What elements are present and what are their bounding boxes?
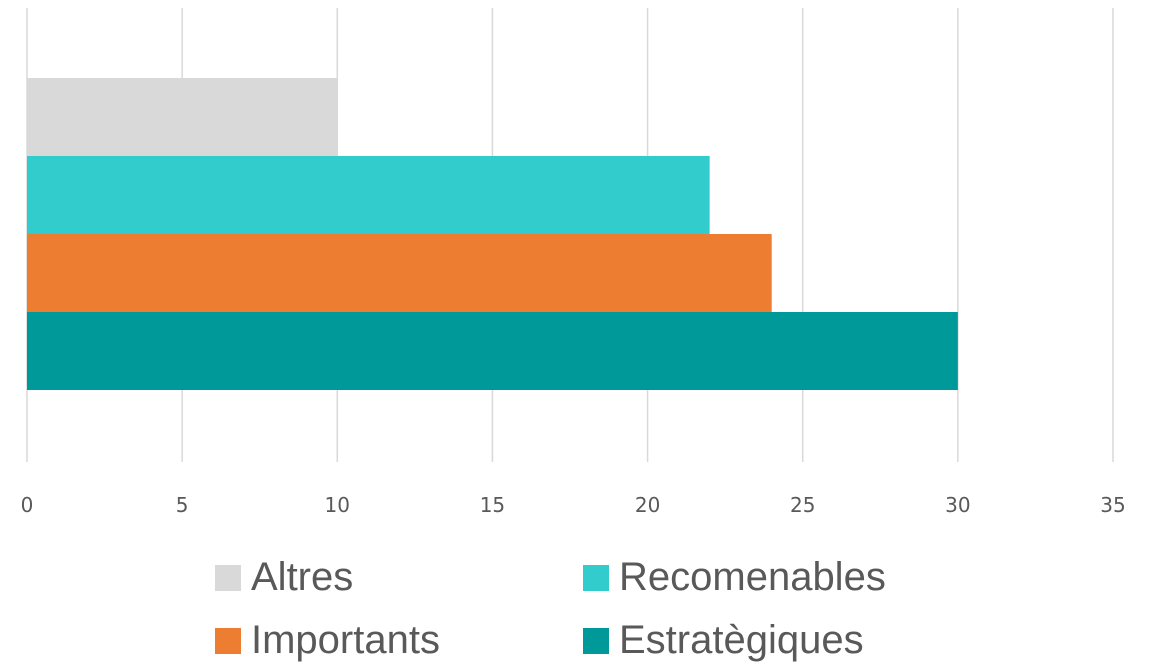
x-tick-label: 0 [21, 493, 34, 517]
x-tick-label: 20 [635, 493, 660, 517]
legend-label-recomenables: Recomenables [619, 555, 886, 599]
legend-swatch-altres [215, 564, 241, 591]
x-tick-label: 5 [176, 493, 189, 517]
legend-swatch-recomenables [583, 564, 609, 591]
legend-label-importants: Importants [251, 618, 440, 662]
bar-chart: 0 5 10 15 20 25 30 35 [21, 8, 1126, 517]
legend-item-estrategiques: Estratègiques [583, 618, 864, 663]
x-axis-tick-labels: 0 5 10 15 20 25 30 35 [21, 493, 1126, 517]
bar-altres [27, 78, 338, 156]
legend-swatch-importants [215, 627, 241, 654]
legend-item-importants: Importants [215, 618, 440, 663]
bar-recomenables [27, 156, 710, 234]
bar-importants [27, 234, 772, 312]
legend-label-estrategiques: Estratègiques [619, 618, 864, 662]
x-tick-label: 15 [480, 493, 505, 517]
x-tick-label: 35 [1100, 493, 1125, 517]
x-tick-label: 30 [945, 493, 970, 517]
legend: Altres Recomenables Importants Estratègi… [0, 545, 1155, 668]
legend-swatch-estrategiques [583, 627, 609, 654]
legend-item-recomenables: Recomenables [583, 555, 886, 600]
x-tick-label: 25 [790, 493, 815, 517]
bar-estrategiques [27, 312, 958, 390]
x-tick-label: 10 [325, 493, 350, 517]
legend-label-altres: Altres [251, 555, 354, 599]
legend-item-altres: Altres [215, 555, 353, 600]
bars [27, 78, 958, 390]
